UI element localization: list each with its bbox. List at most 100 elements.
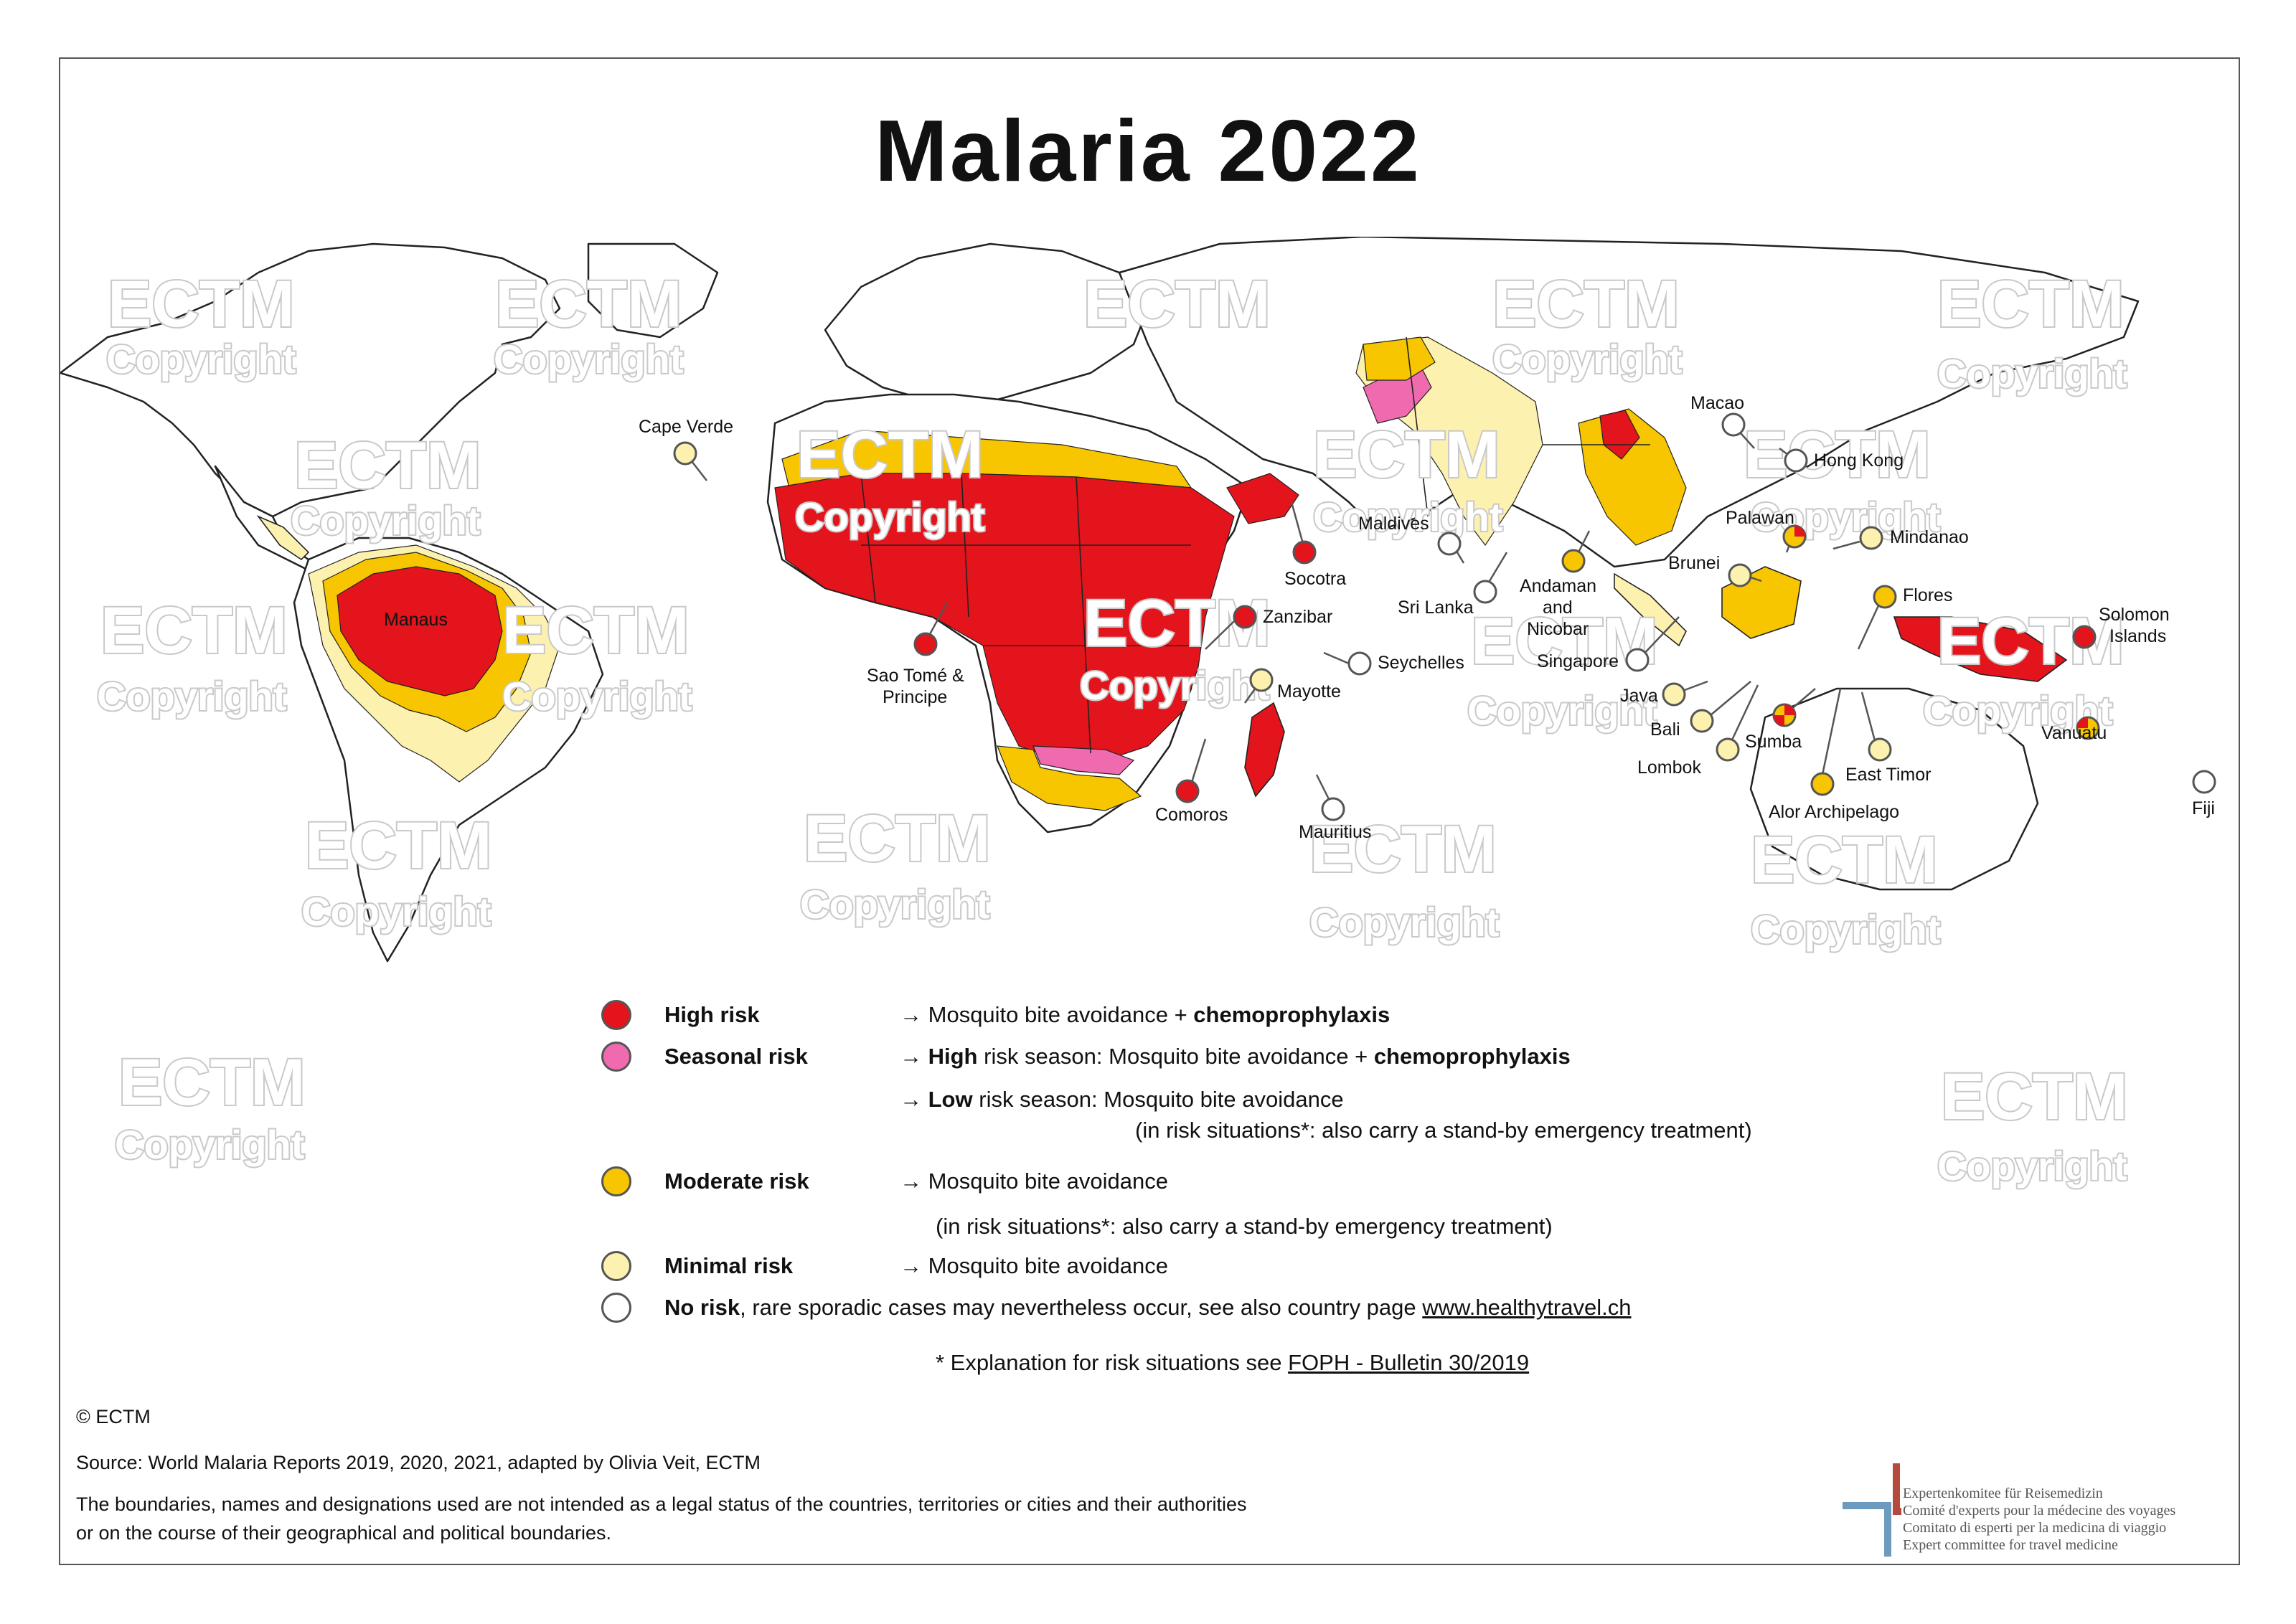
watermark-text: ECTM xyxy=(294,429,481,502)
legend-name: Moderate risk xyxy=(664,1169,809,1194)
copyright: © ECTM xyxy=(76,1406,151,1427)
watermark-text: ECTM xyxy=(804,802,991,875)
watermark-text: ECTM xyxy=(1744,418,1931,491)
watermark-text: ECTM xyxy=(1751,823,1938,897)
country-borders xyxy=(860,336,1650,754)
watermark-text: ECTM xyxy=(1083,268,1271,341)
watermark-text: Copyright xyxy=(97,674,286,719)
callout-label: Comoros xyxy=(1155,805,1228,825)
watermark-text: Copyright xyxy=(1309,900,1499,945)
watermark-text: Copyright xyxy=(1751,494,1940,539)
callout-label: Principe xyxy=(883,687,947,707)
marker-mauritius xyxy=(1321,797,1345,821)
watermarks: ECTM Copyright ECTM Copyright ECTM Copyr… xyxy=(95,266,2130,1190)
logo-text: Expertenkomitee für Reisemedizin Comité … xyxy=(1903,1486,2176,1553)
foph-bulletin-link[interactable]: FOPH - Bulletin 30/2019 xyxy=(1288,1350,1530,1375)
callout-label: Palawan xyxy=(1726,508,1794,528)
legend-desc: → Low risk season: Mosquito bite avoidan… xyxy=(900,1087,1344,1112)
watermark-text: Copyright xyxy=(301,889,491,934)
risk-south-america-high xyxy=(337,566,503,697)
watermark-text: ECTM xyxy=(100,594,288,667)
marker-mindanao xyxy=(1859,526,1883,550)
callout-label: Mauritius xyxy=(1299,822,1371,842)
map-frame xyxy=(59,57,2240,1565)
marker-hong-kong xyxy=(1784,448,1808,473)
marker-vanuatu-high-half xyxy=(2077,717,2088,728)
legend-name: High risk xyxy=(664,1002,760,1027)
callout-label: Hong Kong xyxy=(1814,450,1904,471)
callout-label: Mindanao xyxy=(1890,527,1969,547)
callout-label: Maldives xyxy=(1358,514,1429,534)
legend-note: (in risk situations*: also carry a stand… xyxy=(936,1214,1553,1239)
callout-label: Fiji xyxy=(2192,798,2215,818)
minimal-risk-swatch xyxy=(601,1251,631,1281)
watermark-text: Copyright xyxy=(800,882,989,927)
land-madagascar xyxy=(1244,702,1285,798)
marker-seychelles xyxy=(1347,651,1372,676)
callout-label: Macao xyxy=(1690,393,1744,413)
healthytravel-link[interactable]: www.healthytravel.ch xyxy=(1422,1295,1632,1320)
marker-zanzibar xyxy=(1233,605,1257,629)
marker-java xyxy=(1662,682,1686,707)
legend-desc: → Mosquito bite avoidance + chemoprophyl… xyxy=(900,1002,1391,1027)
watermark-text: Copyright xyxy=(494,336,683,382)
legend-note: (in risk situations*: also carry a stand… xyxy=(1135,1118,1752,1143)
risk-arabia-high xyxy=(1226,473,1299,524)
marker-palawan-high-half xyxy=(1794,526,1805,537)
callout-label: Bali xyxy=(1650,719,1680,740)
watermark-text: ECTM xyxy=(1083,587,1271,660)
watermark-text: ECTM xyxy=(495,268,682,341)
no-risk-swatch xyxy=(601,1293,631,1323)
watermark-text: Copyright xyxy=(795,494,984,539)
callout-label: Socotra xyxy=(1284,569,1346,589)
watermark-text: Copyright xyxy=(291,498,480,543)
marker-east-timor xyxy=(1868,737,1892,762)
high-risk-swatch xyxy=(601,1000,631,1030)
watermark-text: ECTM xyxy=(1937,605,2125,678)
disclaimer-line: The boundaries, names and designations u… xyxy=(76,1493,1247,1515)
watermark-text: ECTM xyxy=(1309,813,1497,886)
marker-lombok xyxy=(1716,737,1740,762)
marker-socotra xyxy=(1292,540,1317,565)
seasonal-risk-swatch xyxy=(601,1042,631,1072)
watermark-text: Copyright xyxy=(502,674,692,719)
legend-desc: No risk, rare sporadic cases may neverth… xyxy=(664,1295,1632,1320)
watermark-text: ECTM xyxy=(502,594,690,667)
watermark-text: Copyright xyxy=(1080,663,1269,708)
callout-label: Manaus xyxy=(384,610,448,630)
marker-comoros xyxy=(1175,779,1200,803)
marker-singapore xyxy=(1625,648,1650,672)
land-asia xyxy=(1118,237,2140,568)
callout-label: Sumba xyxy=(1745,732,1802,752)
marker-alor xyxy=(1810,772,1835,796)
callout-label: Seychelles xyxy=(1378,653,1464,673)
risk-africa-seasonal xyxy=(1032,745,1135,775)
watermark-text: Copyright xyxy=(1467,688,1657,733)
land-europe xyxy=(824,242,1149,403)
marker-maldives xyxy=(1437,532,1462,556)
marker-flores xyxy=(1873,585,1897,609)
watermark-text: Copyright xyxy=(115,1122,304,1167)
callout-label: Singapore xyxy=(1537,651,1619,671)
callout-label: Lombok xyxy=(1637,757,1701,778)
callout-label: Flores xyxy=(1903,585,1952,605)
marker-macao xyxy=(1721,412,1746,437)
callouts: Cape Verde Manaus Sao Tomé & Principe So… xyxy=(384,393,2216,842)
legend-name: Seasonal risk xyxy=(664,1044,808,1069)
legend-name: Minimal risk xyxy=(664,1253,794,1278)
land-new-guinea xyxy=(1893,616,2068,682)
callout-label: Islands xyxy=(2109,626,2166,646)
marker-sri-lanka xyxy=(1473,580,1497,604)
page-title: Malaria 2022 xyxy=(875,102,1421,199)
risk-central-america xyxy=(256,515,310,561)
watermark-text: Copyright xyxy=(1751,907,1940,952)
watermark-text: ECTM xyxy=(118,1046,306,1119)
watermark-text: ECTM xyxy=(796,418,984,491)
callout-label: Cape Verde xyxy=(639,417,733,437)
marker-solomon xyxy=(2072,625,2097,649)
swiss-cross-logo-icon xyxy=(1843,1463,1943,1557)
callout-label: Zanzibar xyxy=(1263,607,1332,627)
callout-label: Vanuatu xyxy=(2041,723,2107,743)
watermark-text: ECTM xyxy=(305,809,492,882)
